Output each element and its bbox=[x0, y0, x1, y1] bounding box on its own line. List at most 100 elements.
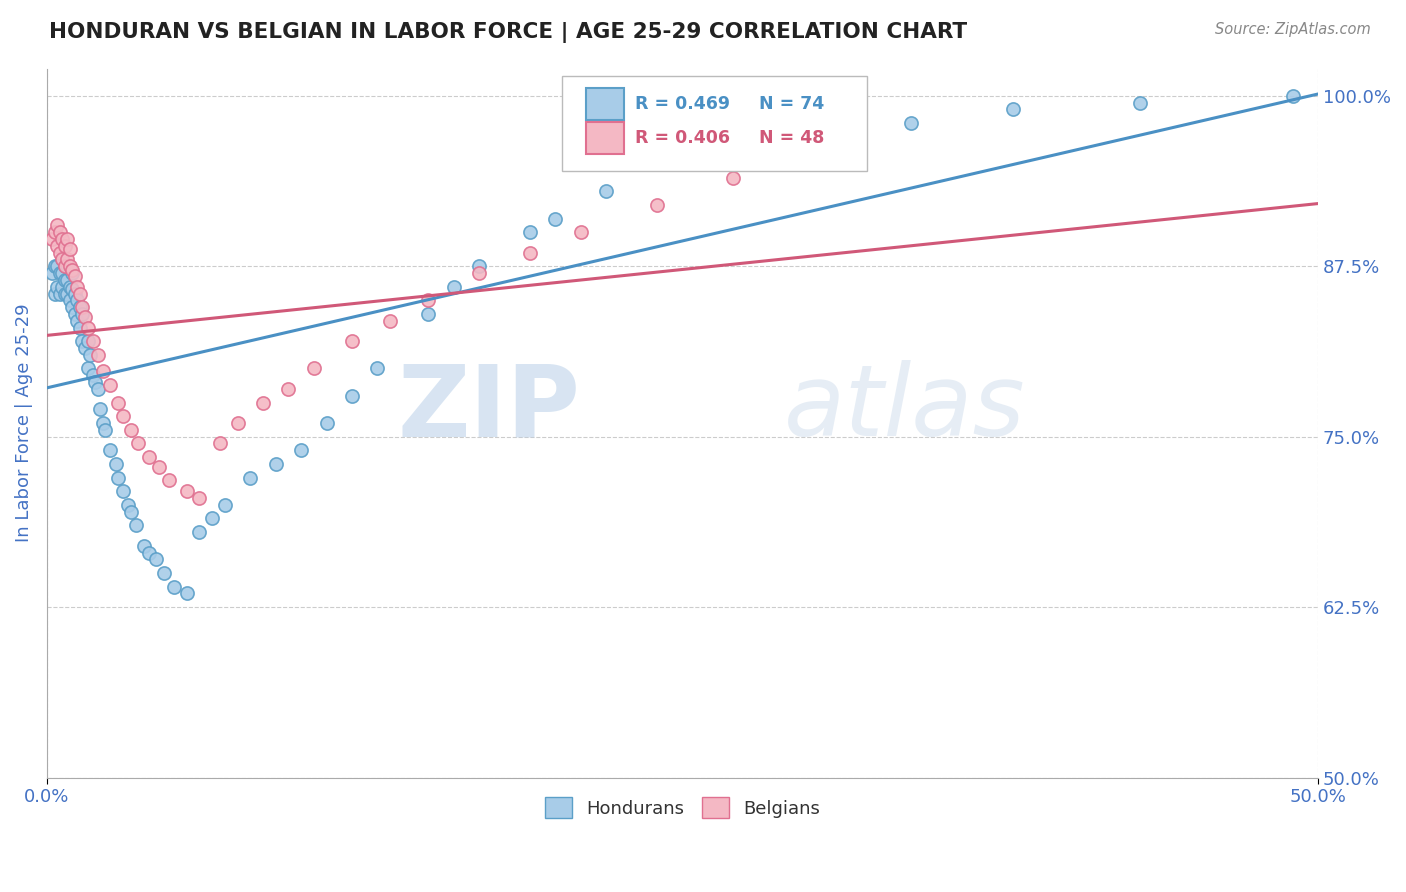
Point bbox=[302, 361, 325, 376]
Point bbox=[176, 586, 198, 600]
Point bbox=[53, 239, 76, 253]
FancyBboxPatch shape bbox=[562, 76, 868, 171]
Point bbox=[569, 225, 592, 239]
Point bbox=[63, 286, 86, 301]
Point bbox=[378, 314, 401, 328]
Point bbox=[104, 457, 127, 471]
Text: ZIP: ZIP bbox=[398, 360, 581, 458]
Point bbox=[176, 484, 198, 499]
Point bbox=[697, 144, 720, 158]
Point bbox=[824, 144, 846, 158]
Point bbox=[89, 402, 111, 417]
Point bbox=[51, 279, 73, 293]
Point bbox=[468, 259, 491, 273]
Point bbox=[900, 116, 922, 130]
Point bbox=[51, 252, 73, 267]
Point bbox=[138, 450, 160, 464]
Point bbox=[125, 518, 148, 533]
Point bbox=[56, 286, 79, 301]
Point bbox=[59, 259, 82, 273]
Point bbox=[56, 252, 79, 267]
Point bbox=[366, 361, 388, 376]
Point bbox=[59, 242, 82, 256]
Point bbox=[188, 525, 211, 540]
Point bbox=[56, 232, 79, 246]
Point bbox=[72, 334, 94, 349]
Point bbox=[100, 443, 122, 458]
Point bbox=[82, 368, 104, 383]
Point bbox=[69, 320, 91, 334]
Point bbox=[208, 436, 231, 450]
Point bbox=[69, 300, 91, 314]
Point bbox=[163, 580, 186, 594]
Point bbox=[72, 300, 94, 314]
Point bbox=[120, 505, 142, 519]
Point bbox=[60, 300, 83, 314]
Text: N = 48: N = 48 bbox=[759, 129, 824, 147]
Point bbox=[46, 219, 69, 233]
Point bbox=[51, 232, 73, 246]
Point bbox=[91, 364, 114, 378]
Point bbox=[53, 273, 76, 287]
FancyBboxPatch shape bbox=[586, 122, 624, 153]
Point bbox=[519, 225, 541, 239]
Point bbox=[63, 268, 86, 283]
Point bbox=[44, 286, 66, 301]
Point bbox=[48, 266, 70, 280]
Point bbox=[73, 310, 96, 324]
Point bbox=[41, 266, 63, 280]
Point bbox=[66, 279, 89, 293]
Point bbox=[51, 266, 73, 280]
Point bbox=[519, 245, 541, 260]
Point bbox=[87, 348, 110, 362]
Point bbox=[46, 239, 69, 253]
Point bbox=[69, 286, 91, 301]
Point bbox=[48, 245, 70, 260]
Point bbox=[82, 334, 104, 349]
Text: atlas: atlas bbox=[785, 360, 1026, 458]
Text: Source: ZipAtlas.com: Source: ZipAtlas.com bbox=[1215, 22, 1371, 37]
Point bbox=[315, 416, 337, 430]
Point bbox=[87, 382, 110, 396]
Point bbox=[468, 266, 491, 280]
Point bbox=[145, 552, 167, 566]
Point bbox=[72, 307, 94, 321]
Point bbox=[127, 436, 149, 450]
Point bbox=[107, 470, 129, 484]
Point bbox=[44, 225, 66, 239]
Point bbox=[148, 459, 170, 474]
Point bbox=[544, 211, 567, 226]
Point bbox=[264, 457, 287, 471]
Point bbox=[645, 198, 668, 212]
Point bbox=[46, 259, 69, 273]
Point bbox=[443, 279, 465, 293]
Point bbox=[94, 423, 117, 437]
Point bbox=[60, 282, 83, 296]
Y-axis label: In Labor Force | Age 25-29: In Labor Force | Age 25-29 bbox=[15, 304, 32, 542]
Point bbox=[107, 395, 129, 409]
Point bbox=[157, 473, 180, 487]
Point bbox=[66, 293, 89, 308]
Point bbox=[290, 443, 312, 458]
Point bbox=[252, 395, 274, 409]
Legend: Hondurans, Belgians: Hondurans, Belgians bbox=[537, 790, 828, 825]
Text: R = 0.469: R = 0.469 bbox=[636, 95, 731, 113]
Point bbox=[53, 259, 76, 273]
Point bbox=[73, 341, 96, 355]
Point bbox=[117, 498, 139, 512]
Point bbox=[66, 314, 89, 328]
Point bbox=[48, 286, 70, 301]
Point bbox=[44, 259, 66, 273]
Point bbox=[595, 184, 617, 198]
Point bbox=[100, 377, 122, 392]
Point bbox=[120, 423, 142, 437]
Point bbox=[153, 566, 176, 580]
Point bbox=[51, 252, 73, 267]
Point bbox=[226, 416, 249, 430]
Point bbox=[76, 320, 98, 334]
Point bbox=[46, 279, 69, 293]
Point bbox=[645, 157, 668, 171]
Point bbox=[59, 279, 82, 293]
Point bbox=[188, 491, 211, 505]
Point bbox=[76, 334, 98, 349]
